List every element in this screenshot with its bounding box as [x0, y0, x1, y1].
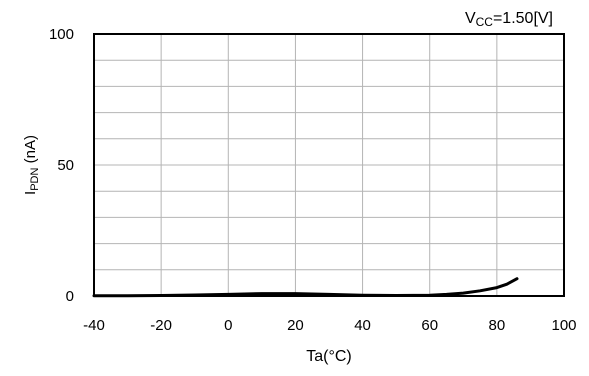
y-axis-label: IPDN (nA) [22, 135, 41, 195]
plot-frame [93, 33, 565, 297]
x-tick-label: 80 [489, 317, 506, 334]
x-axis-label: Ta(°C) [306, 348, 352, 365]
x-tick-labels: -40 -20 0 20 40 60 80 100 [83, 317, 576, 334]
chart-series [92, 277, 519, 298]
condition-annotation-sub: CC [476, 15, 494, 29]
series-line [92, 277, 519, 298]
x-tick-label: -40 [83, 317, 105, 334]
y-tick-label: 50 [57, 157, 74, 174]
condition-annotation: VCC=1.50[V] [465, 10, 553, 29]
condition-annotation-rest: =1.50[V] [493, 10, 553, 27]
y-tick-label: 100 [49, 26, 74, 43]
y-axis-label-rest: (nA) [22, 135, 39, 168]
condition-annotation-main: V [465, 10, 476, 27]
x-tick-label: 100 [551, 317, 576, 334]
chart-grid [94, 34, 564, 296]
y-tick-label: 0 [66, 288, 74, 305]
x-tick-label: 20 [287, 317, 304, 334]
x-tick-label: 0 [224, 317, 232, 334]
y-axis-label-main: I [22, 191, 39, 195]
x-tick-label: 60 [421, 317, 438, 334]
x-tick-label: -20 [150, 317, 172, 334]
y-tick-labels: 0 50 100 [49, 26, 74, 305]
y-axis-label-sub: PDN [29, 168, 41, 191]
x-tick-label: 40 [354, 317, 371, 334]
